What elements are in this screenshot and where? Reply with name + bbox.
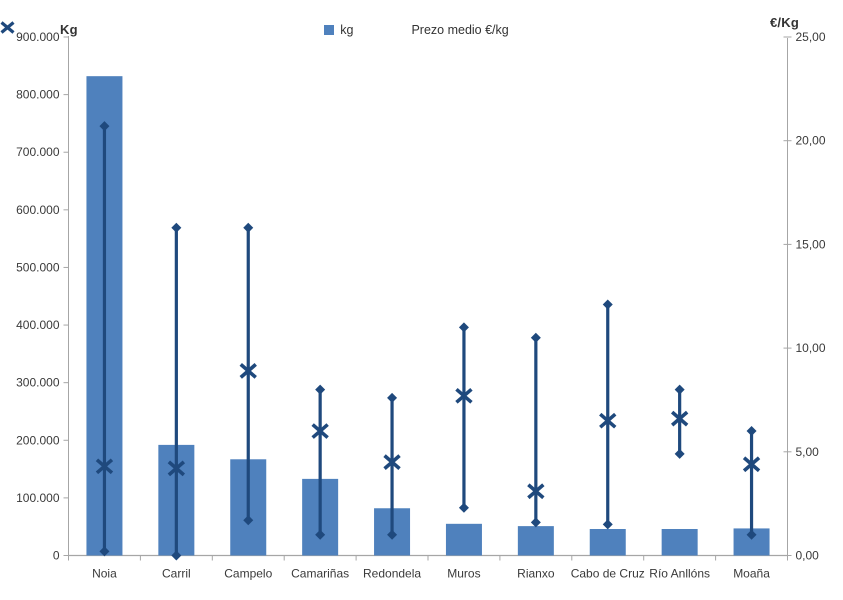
price-mean-marker [742,456,761,473]
x-axis-category-label: Carril [162,567,191,581]
right-axis-tick-label: 5,00 [796,445,820,459]
price-mean-marker [95,458,114,475]
right-axis-title: €/Kg [770,15,799,30]
y-axis-tick-label: 900.000 [16,30,60,44]
price-mean-marker [239,363,257,379]
x-axis-category-label: Noia [92,567,117,581]
y-axis-tick-label: 500.000 [16,260,60,274]
left-axis-title: Kg [60,22,78,37]
legend-kg-label: kg [340,23,354,37]
price-mean-marker [455,387,473,404]
price-high-marker [315,384,326,395]
right-axis-tick-label: 10,00 [796,341,826,355]
x-axis-category-label: Redondela [363,567,421,581]
kg-bar [589,528,626,556]
price-low-marker [602,519,613,530]
y-axis-tick-label: 800.000 [16,88,60,102]
price-mean-marker [311,423,329,439]
kg-bar [661,528,698,556]
price-low-marker [171,550,182,561]
x-axis-category-label: Río Anllóns [649,567,710,581]
price-mean-marker [527,483,545,500]
price-mean-marker [383,454,401,471]
price-low-marker [387,529,398,540]
legend-item-price: Prezo medio €/kg [0,21,509,37]
right-axis-tick-label: 15,00 [796,237,826,251]
price-high-marker [387,392,398,403]
price-high-marker [602,299,613,310]
kg-bar [517,526,554,556]
right-axis-tick-label: 0,00 [796,549,820,563]
price-low-marker [99,546,110,557]
price-high-marker [746,426,757,437]
price-low-marker [674,448,685,459]
price-high-marker [243,222,254,233]
x-axis-category-label: Muros [447,567,480,581]
price-high-marker [530,332,541,343]
x-axis-category-label: Rianxo [517,567,555,581]
price-mean-marker [599,412,617,429]
x-axis-category-label: Camariñas [291,567,349,581]
right-axis-tick-label: 20,00 [796,134,826,148]
price-mean-marker [670,410,689,427]
y-axis-tick-label: 300.000 [16,376,60,390]
y-axis-tick-label: 200.000 [16,433,60,447]
x-axis-category-label: Campelo [224,567,272,581]
legend-price-label: Prezo medio €/kg [411,23,509,37]
kg-bar [445,523,482,556]
price-low-marker [530,517,541,528]
price-low-marker [243,515,254,526]
x-axis-category-label: Moaña [733,567,770,581]
y-axis-tick-label: 700.000 [16,145,60,159]
price-mean-marker [167,460,186,477]
legend-item-kg: kg [324,23,353,37]
y-axis-tick-label: 100.000 [16,491,60,505]
price-high-marker [171,222,182,233]
price-high-marker [99,121,110,132]
price-high-marker [458,322,469,333]
price-low-marker [315,529,326,540]
price-low-marker [458,502,469,513]
price-low-marker [746,529,757,540]
y-axis-tick-label: 400.000 [16,318,60,332]
price-high-marker [674,384,685,395]
chart-legend: kg Prezo medio €/kg [0,21,833,39]
kg-series-swatch-icon [324,25,335,35]
x-axis-category-label: Cabo de Cruz [571,567,645,581]
right-axis-tick-label: 25,00 [796,30,826,44]
y-axis-tick-label: 0 [53,549,60,563]
y-axis-tick-label: 600.000 [16,203,60,217]
